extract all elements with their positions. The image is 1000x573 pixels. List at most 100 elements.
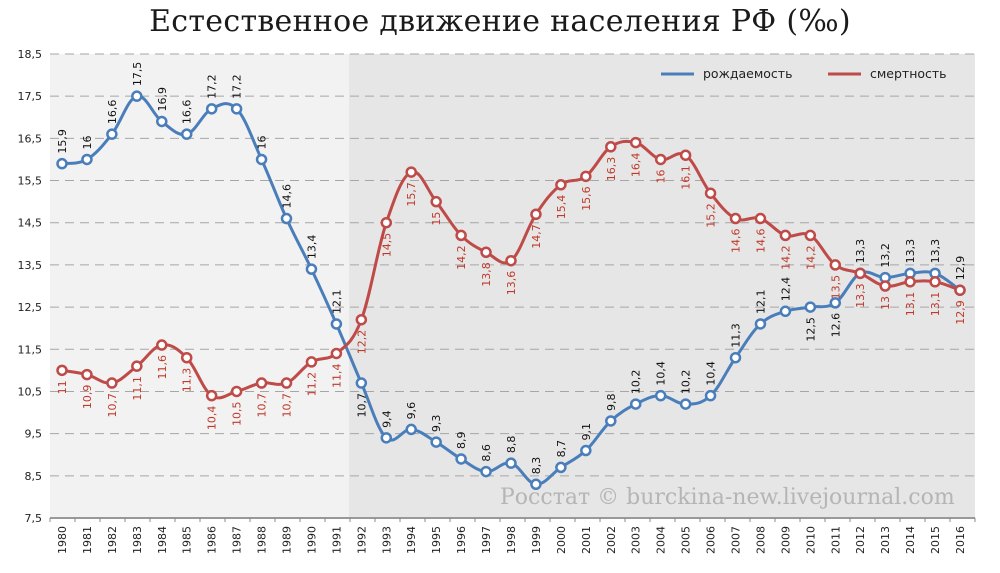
death-data-label: 14,2: [804, 245, 817, 270]
x-tick-label: 1983: [131, 526, 144, 554]
y-tick-label: 10,5: [18, 385, 43, 398]
death-rate-marker: [230, 385, 243, 398]
birth-rate-marker: [455, 453, 467, 465]
x-tick-label: 2015: [929, 526, 942, 554]
y-tick-label: 14,5: [18, 217, 43, 230]
death-data-label: 10,5: [231, 401, 244, 426]
birth-data-label: 10,2: [680, 370, 693, 395]
birth-rate-marker: [131, 90, 143, 102]
birth-data-label: 13,3: [904, 239, 917, 264]
death-data-label: 11,3: [181, 368, 194, 393]
death-data-label: 13,8: [480, 262, 493, 287]
birth-rate-marker: [106, 128, 118, 140]
death-data-label: 11,4: [330, 363, 343, 388]
death-data-label: 15,2: [705, 203, 718, 228]
y-tick-label: 18,5: [18, 48, 43, 61]
x-tick-label: 1997: [480, 526, 493, 554]
birth-rate-marker: [355, 377, 368, 389]
birth-rate-marker: [380, 432, 393, 444]
birth-rate-marker: [829, 297, 842, 309]
death-data-label: 14,2: [455, 245, 468, 270]
watermark: Росстат © burckina-new.livejournal.com: [500, 485, 955, 510]
death-rate-marker: [679, 149, 692, 161]
birth-rate-marker: [754, 318, 767, 330]
death-rate-marker: [106, 377, 118, 389]
death-data-label: 10,7: [106, 393, 119, 418]
death-rate-marker: [480, 246, 492, 259]
death-data-label: 16,3: [605, 157, 618, 182]
birth-data-label: 10,7: [355, 393, 368, 418]
death-rate-marker: [779, 229, 792, 242]
y-tick-label: 15,5: [18, 175, 43, 188]
y-tick-label: 9,5: [25, 428, 43, 441]
birth-rate-marker: [679, 398, 692, 410]
death-rate-marker: [555, 179, 567, 191]
death-rate-marker: [131, 360, 143, 372]
birth-data-label: 8,7: [555, 440, 568, 458]
birth-rate-marker: [330, 318, 343, 330]
x-tick-label: 2016: [954, 526, 967, 554]
birth-data-label: 8,8: [505, 436, 518, 454]
chart-title: Естественное движение населения РФ (‰): [149, 4, 851, 39]
death-data-label: 10,7: [256, 393, 269, 418]
x-axis: 1980 1981 1982 1983 1984 1985 1986 1987 1988 1989…: [49, 517, 976, 554]
x-tick-label: 1985: [181, 526, 194, 554]
birth-rate-marker: [480, 465, 492, 478]
birth-data-label: 16,6: [106, 100, 119, 125]
death-data-label: 15,7: [405, 182, 418, 207]
birth-rate-marker: [580, 444, 592, 457]
death-rate-marker: [330, 347, 343, 360]
death-rate-marker: [729, 212, 742, 225]
birth-data-label: 12,6: [829, 313, 842, 338]
x-tick-label: 2003: [630, 526, 643, 554]
birth-rate-marker: [804, 301, 817, 313]
death-rate-marker: [654, 153, 667, 166]
plot-bg-right: [348, 54, 976, 518]
death-rate-marker: [305, 356, 318, 368]
birth-data-label: 8,3: [530, 457, 543, 475]
death-data-label: 13,1: [904, 292, 917, 317]
birth-data-label: 16: [81, 135, 94, 149]
birth-data-label: 9,6: [405, 402, 418, 420]
x-tick-label: 1989: [281, 526, 294, 554]
y-tick-label: 11,5: [18, 343, 43, 356]
x-tick-label: 1993: [380, 526, 393, 554]
birth-data-label: 11,3: [730, 323, 743, 348]
death-rate-marker: [81, 368, 93, 381]
death-rate-marker: [580, 170, 592, 183]
birth-data-label: 16,6: [181, 100, 194, 125]
birth-rate-marker: [180, 128, 193, 140]
y-axis: 7,5 8,5 9,5 10,5 11,5 12,5 13,5 14,5 15,5 16,5 17,…: [18, 48, 43, 525]
death-data-label: 13,6: [505, 271, 518, 296]
birth-rate-marker: [230, 103, 243, 115]
x-tick-label: 1986: [206, 526, 219, 554]
death-rate-marker: [56, 364, 68, 377]
x-tick-label: 1984: [156, 526, 169, 554]
birth-rate-marker: [81, 153, 93, 166]
death-rate-marker: [430, 195, 442, 208]
death-data-label: 11,6: [156, 355, 169, 380]
birth-rate-marker: [56, 157, 68, 170]
death-rate-marker: [954, 284, 966, 296]
birth-data-label: 12,4: [779, 277, 792, 302]
death-data-label: 10,4: [206, 406, 219, 431]
death-data-label: 11,2: [305, 372, 318, 397]
death-rate-marker: [629, 136, 642, 149]
x-tick-label: 2013: [879, 526, 892, 554]
birth-data-label: 8,6: [480, 444, 493, 462]
birth-rate-marker: [205, 103, 218, 115]
birth-data-label: 17,5: [131, 62, 144, 87]
x-tick-label: 1994: [405, 526, 418, 554]
death-data-label: 14,6: [730, 229, 743, 254]
birth-data-label: 17,2: [206, 74, 219, 99]
birth-data-label: 15,9: [56, 129, 69, 154]
x-tick-label: 1991: [330, 526, 343, 554]
birth-rate-marker: [305, 263, 318, 275]
x-tick-label: 1987: [231, 526, 244, 554]
death-data-label: 14,7: [530, 224, 543, 249]
x-tick-label: 2007: [730, 526, 743, 554]
birth-rate-marker: [555, 461, 567, 474]
death-rate-marker: [754, 212, 767, 225]
death-rate-marker: [505, 254, 517, 267]
